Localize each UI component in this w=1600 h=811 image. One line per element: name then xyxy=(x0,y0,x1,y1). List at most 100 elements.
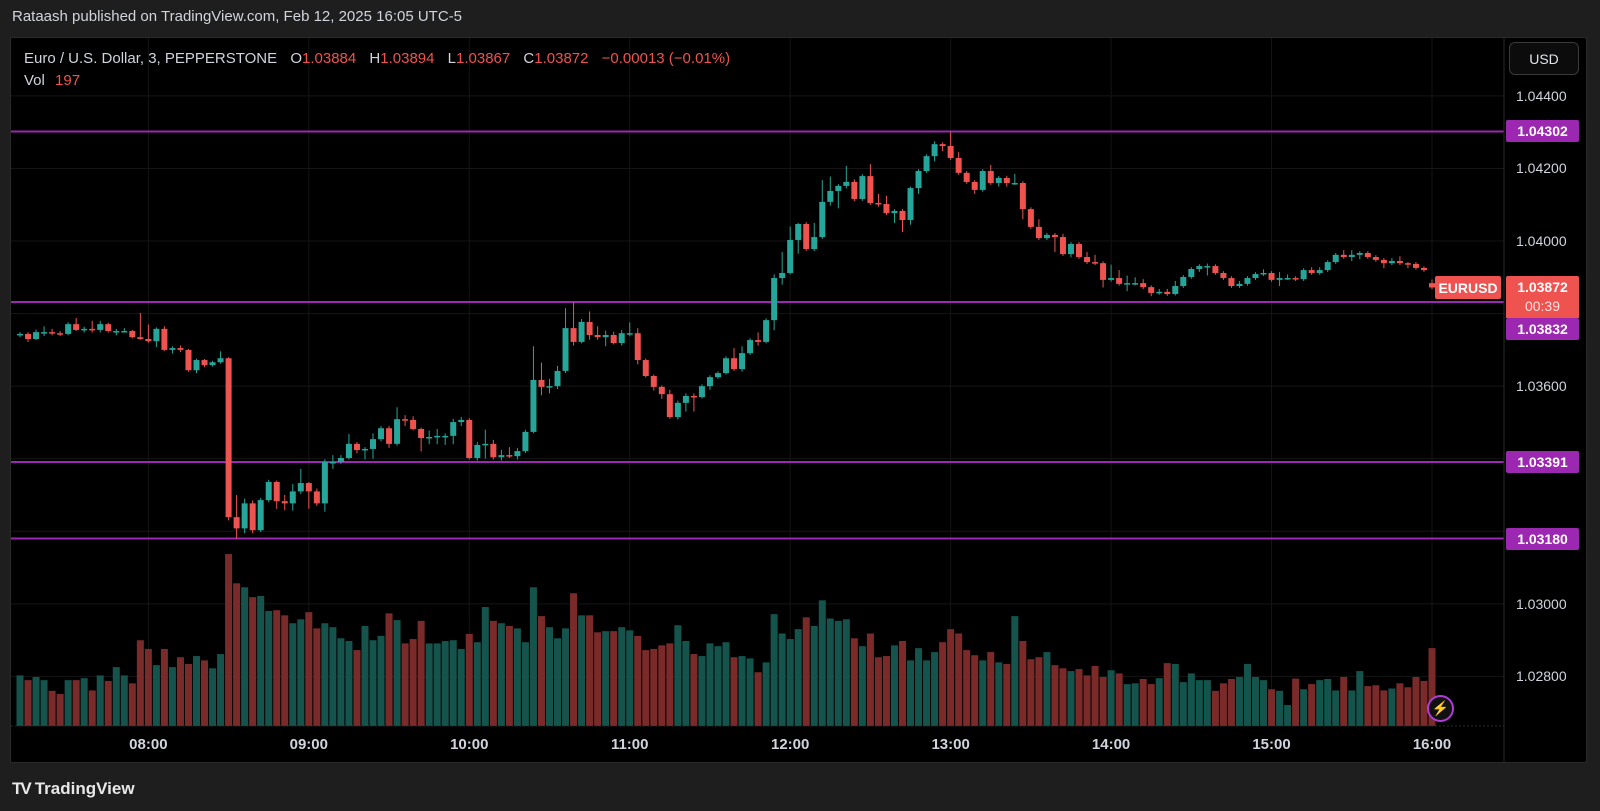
candle-body xyxy=(386,428,393,444)
volume-bar xyxy=(273,610,281,726)
volume-bar xyxy=(778,633,786,726)
chart-legend: Euro / U.S. Dollar, 3, PEPPERSTONE O1.03… xyxy=(24,48,730,92)
volume-bar xyxy=(874,657,882,726)
volume-bar xyxy=(1139,678,1147,726)
candle-body xyxy=(426,436,433,439)
publish-info: Rataash published on TradingView.com, Fe… xyxy=(12,8,462,25)
volume-bar xyxy=(1187,673,1195,726)
volume-bar xyxy=(249,597,257,726)
candle-body xyxy=(17,333,23,336)
volume-bar xyxy=(80,678,88,726)
volume-bar xyxy=(48,690,56,726)
candle-body xyxy=(971,181,978,190)
volume-bar xyxy=(1171,663,1179,726)
volume-bar xyxy=(1011,616,1019,726)
candle-series xyxy=(17,131,1435,539)
candle-body xyxy=(1404,263,1411,265)
candle-body xyxy=(1019,182,1026,210)
bar-countdown: 00:39 xyxy=(1524,298,1561,314)
candle-body xyxy=(674,402,681,418)
volume-bar xyxy=(1147,684,1155,726)
lightning-icon[interactable]: ⚡ xyxy=(1427,695,1454,722)
candle-body xyxy=(731,358,738,370)
volume-bar xyxy=(1155,678,1163,726)
candle-body xyxy=(1284,278,1291,280)
candle-body xyxy=(1332,254,1339,263)
candle-body xyxy=(241,503,248,529)
volume-bar xyxy=(1163,663,1171,726)
symbol-description[interactable]: Euro / U.S. Dollar, 3, PEPPERSTONE xyxy=(24,50,278,67)
candle-body xyxy=(1164,291,1171,295)
volume-bar xyxy=(1348,690,1356,726)
candle-body xyxy=(153,328,160,342)
candle-body xyxy=(859,176,866,199)
volume-bar xyxy=(1396,683,1404,726)
volume-bar xyxy=(385,613,393,726)
candle-body xyxy=(498,455,505,458)
candle-body xyxy=(955,157,962,173)
volume-bar xyxy=(217,654,225,726)
candle-body xyxy=(811,237,818,250)
tradingview-logo-icon: TV xyxy=(12,779,32,798)
volume-bar xyxy=(730,657,738,726)
volume-bar xyxy=(971,655,979,726)
volume-value: 197 xyxy=(55,72,81,89)
price-axis-tick: 1.04200 xyxy=(1516,160,1567,177)
volume-bar xyxy=(1260,680,1268,726)
volume-bar xyxy=(714,646,722,726)
horizontal-line-price-label: 1.03180 xyxy=(1506,527,1579,550)
candle-body xyxy=(402,419,409,421)
volume-bar xyxy=(1284,705,1292,726)
volume-bar xyxy=(201,660,209,726)
candle-body xyxy=(418,428,425,439)
volume-label[interactable]: Vol xyxy=(24,72,45,89)
candle-body xyxy=(361,448,368,451)
volume-bar xyxy=(513,628,521,726)
volume-bar xyxy=(682,641,690,726)
symbol-price-tag: EURUSD xyxy=(1435,276,1501,299)
volume-bar xyxy=(762,662,770,726)
candle-body xyxy=(289,491,296,504)
candle-body xyxy=(1084,257,1091,263)
volume-bar xyxy=(658,645,666,726)
candle-body xyxy=(1324,262,1331,271)
candle-body xyxy=(129,331,136,338)
candle-body xyxy=(1220,272,1227,279)
volume-bar xyxy=(337,638,345,726)
volume-bar xyxy=(377,635,385,726)
candle-body xyxy=(1252,274,1259,279)
candle-body xyxy=(1100,263,1107,280)
volume-bar xyxy=(425,643,433,726)
time-axis-tick: 10:00 xyxy=(450,736,489,753)
tradingview-logo[interactable]: TV TradingView xyxy=(12,779,135,799)
volume-bar xyxy=(578,615,586,726)
volume-bar xyxy=(225,554,233,726)
volume-bar xyxy=(497,623,505,726)
volume-bar xyxy=(586,615,594,726)
volume-bar xyxy=(289,623,297,726)
candle-body xyxy=(434,435,441,438)
currency-button[interactable]: USD xyxy=(1509,42,1579,75)
candle-body xyxy=(594,335,601,338)
candle-body xyxy=(578,321,585,342)
volume-bar xyxy=(899,641,906,726)
volume-bar xyxy=(858,646,866,726)
open-value: 1.03884 xyxy=(302,50,357,67)
candle-body xyxy=(458,419,465,423)
candle-body xyxy=(185,349,192,371)
candle-body xyxy=(538,380,545,387)
volume-bar xyxy=(1083,675,1091,726)
candle-body xyxy=(618,333,625,343)
volume-bar xyxy=(1308,684,1316,726)
candle-body xyxy=(650,376,657,387)
last-price-tag: 1.03872 00:39 xyxy=(1506,276,1579,318)
volume-bar xyxy=(64,680,72,726)
candle-body xyxy=(1244,278,1251,284)
volume-bar xyxy=(1356,671,1364,726)
volume-bar xyxy=(890,645,898,726)
candle-body xyxy=(105,324,112,332)
candle-body xyxy=(1148,287,1155,293)
candle-body xyxy=(1067,243,1074,255)
candle-body xyxy=(883,204,890,214)
